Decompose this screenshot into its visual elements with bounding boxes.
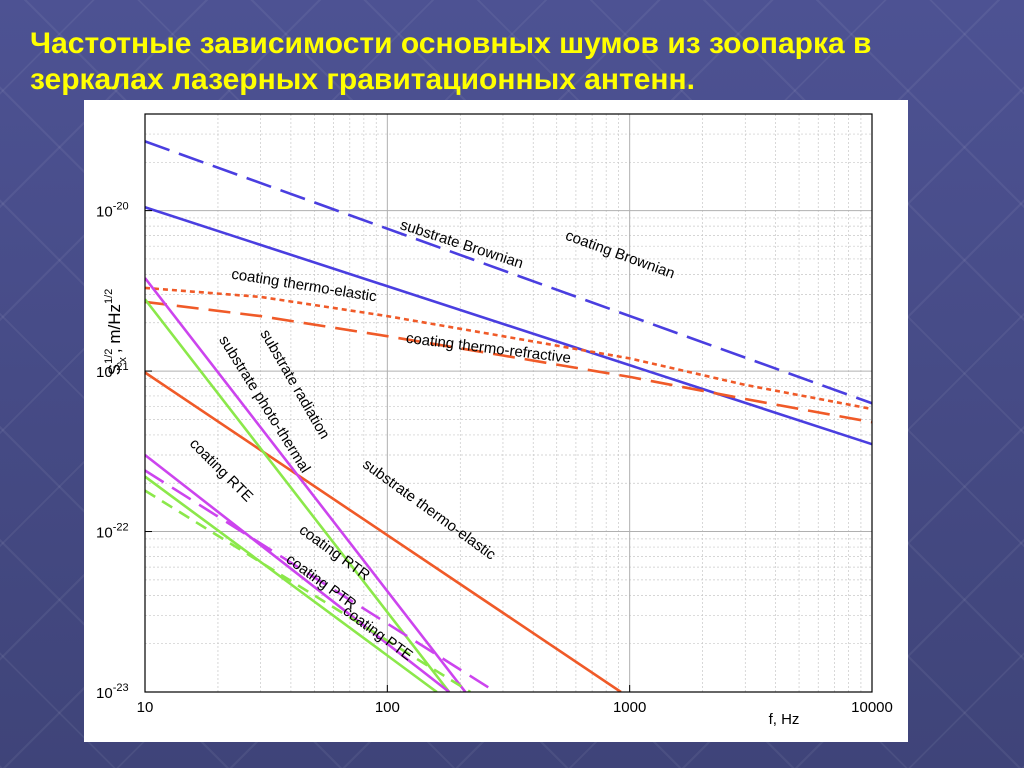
y-tick-label: 10-21 — [96, 361, 129, 381]
series-line-coating-thermo-elastic — [145, 286, 872, 411]
ticks — [144, 210, 873, 693]
x-tick-label: 10000 — [851, 699, 893, 716]
grid — [144, 113, 873, 693]
series-line-coating-RTE — [145, 453, 450, 692]
annotation-coating-Brownian: coating Brownian — [563, 227, 677, 282]
series-line-substrate-photo-thermal — [145, 298, 451, 692]
series-line-substrate-radiation — [145, 277, 467, 692]
plot-frame — [144, 113, 873, 693]
chart-panel: 10 100 1000 10000 10-23 10-22 10-21 10-20 f, Hz S… — [84, 100, 908, 742]
series-line-coating-Brownian — [145, 140, 872, 405]
y-tick-label: 10-23 — [96, 682, 129, 702]
series-line-substrate-Brownian — [145, 205, 872, 446]
series-group — [145, 140, 872, 692]
slide-title: Частотные зависимости основных шумов из … — [30, 27, 872, 96]
y-tick-label: 10-22 — [96, 522, 129, 542]
annotation-coating-thermo-refractive: coating thermo-refractive — [405, 330, 572, 367]
annotation-coating-thermo-elastic: coating thermo-elastic — [230, 266, 378, 306]
series-line-coating-PTE — [145, 489, 471, 692]
x-axis-label: f, Hz — [769, 711, 800, 728]
annotation-substrate-Brownian: substrate Brownian — [398, 216, 525, 272]
series-line-substrate-thermo-elastic — [145, 371, 622, 692]
y-axis-label: S1/2 x, m/Hz1/2 — [103, 289, 129, 376]
series-line-coating-RTR — [145, 469, 497, 692]
annotation-substrate-thermo-elastic: substrate thermo-elastic — [359, 456, 499, 564]
x-tick-label: 10 — [137, 699, 154, 716]
noise-chart: 10 100 1000 10000 10-23 10-22 10-21 10-20 f, Hz S… — [96, 113, 893, 728]
x-tick-label: 1000 — [613, 699, 646, 716]
series-line-coating-PTR — [145, 475, 438, 692]
series-line-coating-thermo-refractive — [145, 300, 872, 424]
x-tick-label: 100 — [375, 699, 400, 716]
y-tick-label: 10-20 — [96, 201, 129, 221]
